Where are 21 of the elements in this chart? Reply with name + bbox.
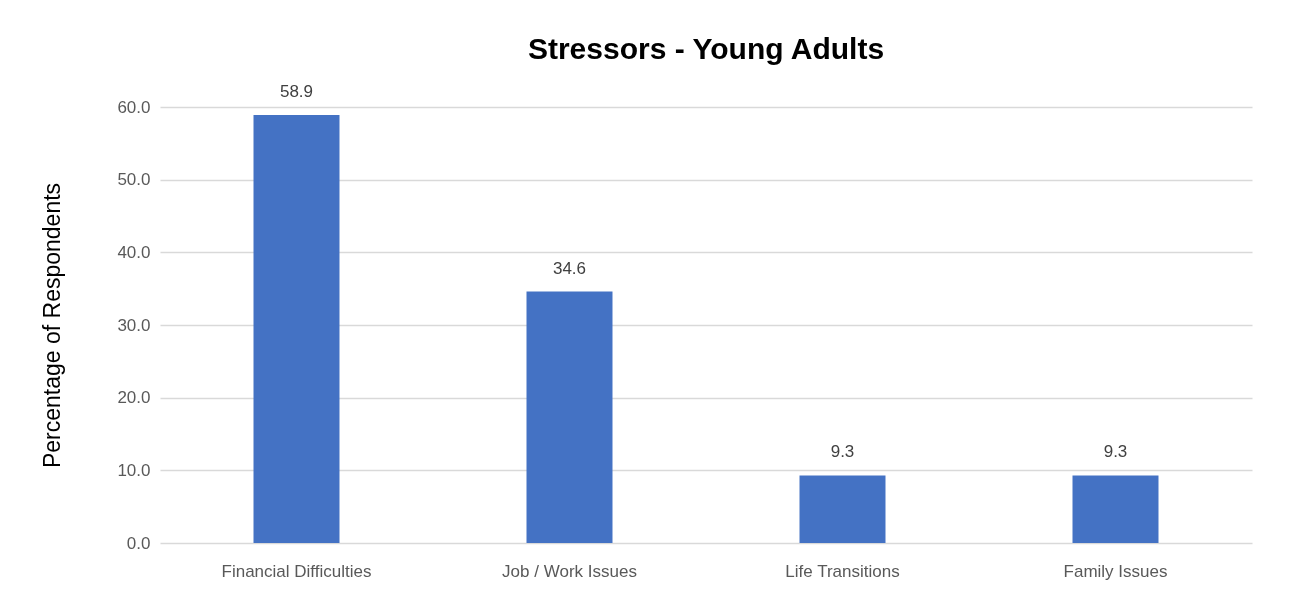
- y-tick-label: 60.0: [117, 97, 151, 117]
- data-label: 58.9: [279, 81, 314, 101]
- x-tick-label: Job / Work Issues: [502, 561, 637, 581]
- bar: [253, 114, 340, 543]
- data-label: 34.6: [552, 258, 587, 278]
- y-axis-title: Percentage of Respondents: [39, 182, 66, 469]
- y-tick-label: 10.0: [117, 460, 151, 480]
- x-tick-label: Financial Difficulties: [221, 561, 372, 581]
- chart-title: Stressors - Young Adults: [527, 31, 885, 65]
- y-tick-label: 50.0: [117, 170, 151, 190]
- y-tick-label: 30.0: [117, 315, 151, 335]
- y-tick-label: 0.0: [126, 533, 151, 553]
- bar: [1072, 475, 1159, 543]
- bar: [526, 291, 613, 543]
- x-tick-label: Life Transitions: [785, 561, 900, 581]
- y-tick-label: 20.0: [117, 388, 151, 408]
- data-label: 9.3: [1103, 442, 1128, 462]
- bar: [799, 475, 886, 543]
- y-tick-label: 40.0: [117, 242, 151, 262]
- data-label: 9.3: [830, 442, 855, 462]
- x-tick-label: Family Issues: [1063, 561, 1168, 581]
